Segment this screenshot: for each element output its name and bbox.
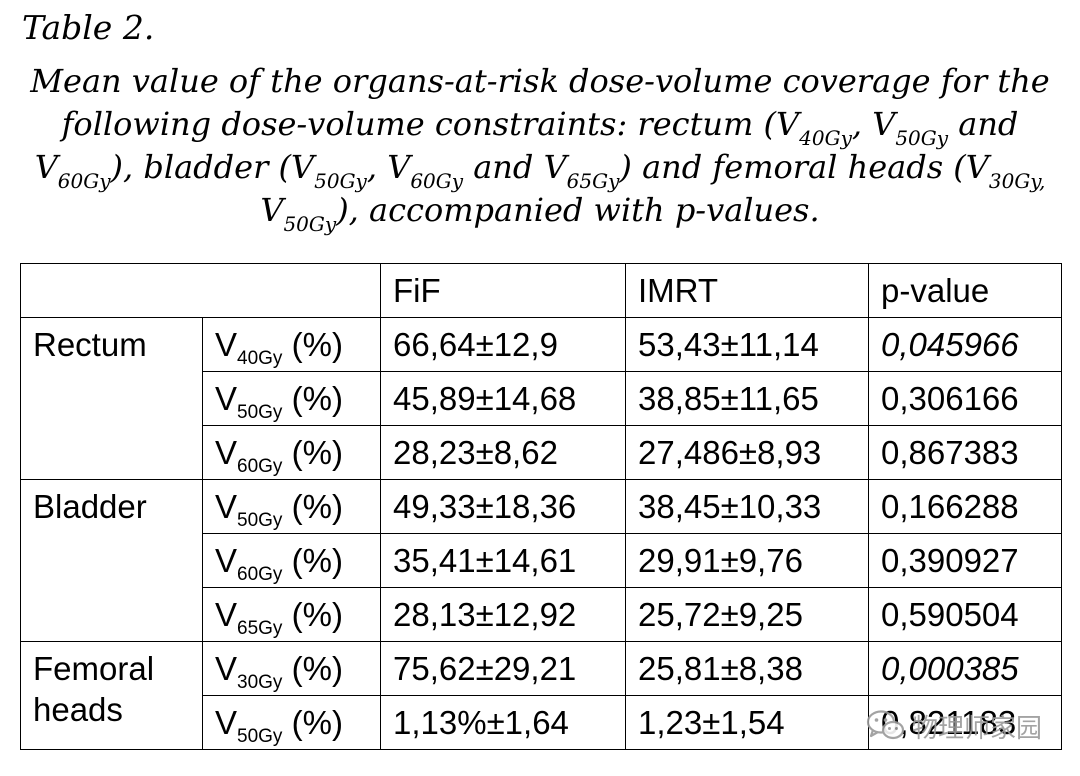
organ-rectum: Rectum xyxy=(20,317,203,480)
imrt-value: 53,43±11,14 xyxy=(625,317,869,372)
table-row: Bladder V50Gy (%) 49,33±18,36 38,45±10,3… xyxy=(20,479,1062,642)
table-row: Rectum V40Gy (%) 66,64±12,9 53,43±11,14 … xyxy=(20,317,1062,480)
header-fif: FiF xyxy=(380,263,626,318)
p-value: 0,867383 xyxy=(868,425,1062,480)
imrt-value: 25,72±9,25 xyxy=(625,587,869,642)
header-imrt: IMRT xyxy=(625,263,869,318)
metric-cell: V40Gy (%) xyxy=(202,317,381,372)
p-value: 0,821183 xyxy=(868,695,1062,750)
fif-value: 66,64±12,9 xyxy=(380,317,626,372)
organ-bladder: Bladder xyxy=(20,479,203,642)
watermark-text: 物理师家园 xyxy=(912,713,1043,744)
table-row: Femoral heads V30Gy (%) 75,62±29,21 25,81… xyxy=(20,641,1062,750)
metric-cell: V50Gy (%) xyxy=(202,479,381,534)
metric-cell: V50Gy (%) xyxy=(202,371,381,426)
p-value: 0,306166 xyxy=(868,371,1062,426)
watermark: 物理师家园 xyxy=(866,707,1042,745)
p-value: 0,045966 xyxy=(868,317,1062,372)
metric-cell: V60Gy (%) xyxy=(202,533,381,588)
table-row: V60Gy (%) 35,41±14,61 29,91±9,76 0,39092… xyxy=(21,533,1062,588)
organ-femoral-heads: Femoral heads xyxy=(20,641,203,750)
imrt-value: 38,85±11,65 xyxy=(625,371,869,426)
p-value: 0,166288 xyxy=(868,479,1062,534)
header-empty-cell xyxy=(20,263,381,318)
table-label: Table 2. xyxy=(22,8,155,47)
imrt-value: 29,91±9,76 xyxy=(625,533,869,588)
table-row: V50Gy (%) 1,13%±1,64 1,23±1,54 0,821183 xyxy=(21,695,1062,750)
fif-value: 75,62±29,21 xyxy=(380,641,626,696)
metric-cell: V60Gy (%) xyxy=(202,425,381,480)
metric-cell: V50Gy (%) xyxy=(202,695,381,750)
header-row: FiF IMRT p-value xyxy=(20,263,1062,318)
imrt-value: 27,486±8,93 xyxy=(625,425,869,480)
fif-value: 28,13±12,92 xyxy=(380,587,626,642)
p-value: 0,000385 xyxy=(868,641,1062,696)
metric-cell: V30Gy (%) xyxy=(202,641,381,696)
table-row: V50Gy (%) 45,89±14,68 38,85±11,65 0,3061… xyxy=(21,371,1062,426)
fif-value: 1,13%±1,64 xyxy=(380,695,626,750)
header-p-value: p-value xyxy=(868,263,1062,318)
fif-value: 28,23±8,62 xyxy=(380,425,626,480)
p-value: 0,590504 xyxy=(868,587,1062,642)
imrt-value: 1,23±1,54 xyxy=(625,695,869,750)
fif-value: 35,41±14,61 xyxy=(380,533,626,588)
fif-value: 45,89±14,68 xyxy=(380,371,626,426)
table-row: V60Gy (%) 28,23±8,62 27,486±8,93 0,86738… xyxy=(21,425,1062,480)
p-value: 0,390927 xyxy=(868,533,1062,588)
metric-cell: V65Gy (%) xyxy=(202,587,381,642)
table-caption: Mean value of the organs-at-risk dose-vo… xyxy=(30,62,1050,236)
fif-value: 49,33±18,36 xyxy=(380,479,626,534)
dose-volume-table: FiF IMRT p-value Rectum V40Gy (%) 66,64±… xyxy=(20,263,1062,750)
table-row: V65Gy (%) 28,13±12,92 25,72±9,25 0,59050… xyxy=(21,587,1062,642)
imrt-value: 38,45±10,33 xyxy=(625,479,869,534)
wechat-icon xyxy=(866,709,906,743)
imrt-value: 25,81±8,38 xyxy=(625,641,869,696)
